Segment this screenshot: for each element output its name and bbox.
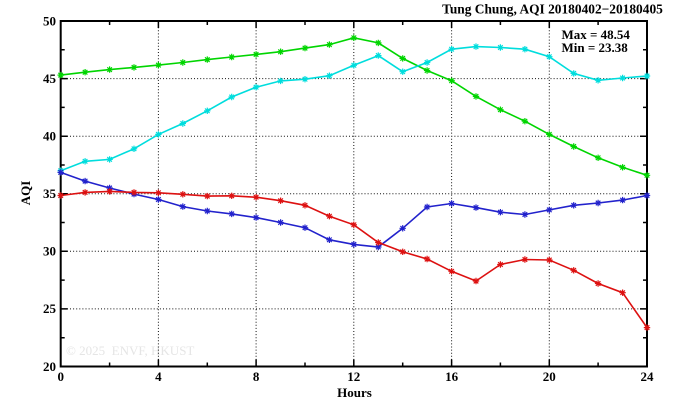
svg-text:45: 45: [43, 71, 57, 86]
svg-text:20: 20: [43, 359, 56, 374]
svg-text:35: 35: [43, 186, 57, 201]
svg-text:50: 50: [43, 13, 56, 28]
svg-text:4: 4: [155, 369, 162, 384]
svg-text:16: 16: [445, 369, 459, 384]
svg-text:© 2025 ENVF, HKUST: © 2025 ENVF, HKUST: [66, 343, 194, 358]
svg-text:20: 20: [543, 369, 556, 384]
svg-text:40: 40: [43, 129, 56, 144]
svg-text:30: 30: [43, 244, 56, 259]
svg-text:Min = 23.38: Min = 23.38: [562, 40, 629, 55]
svg-text:0: 0: [57, 369, 64, 384]
svg-text:Tung Chung, AQI 20180402−20180: Tung Chung, AQI 20180402−20180405: [442, 2, 663, 17]
svg-text:Hours: Hours: [337, 385, 372, 400]
svg-text:Max = 48.54: Max = 48.54: [562, 27, 631, 42]
svg-text:8: 8: [253, 369, 260, 384]
svg-text:24: 24: [641, 369, 655, 384]
svg-text:25: 25: [43, 301, 57, 316]
svg-text:12: 12: [347, 369, 360, 384]
svg-text:AQI: AQI: [18, 181, 33, 206]
